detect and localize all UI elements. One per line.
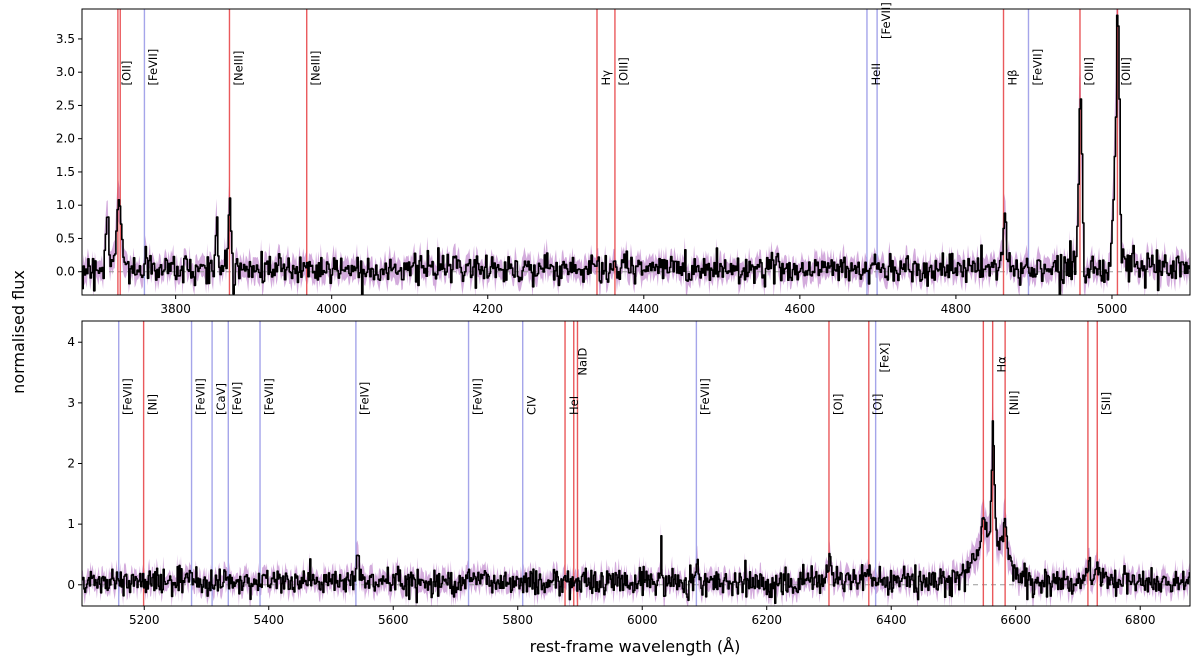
x-tick-label: 4000 xyxy=(316,302,347,316)
spectrum-line xyxy=(82,14,1190,295)
y-tick-label: 0.0 xyxy=(56,265,75,279)
line-label: Hα xyxy=(994,356,1008,373)
y-tick-label: 1.0 xyxy=(56,198,75,212)
line-label: [OIII] xyxy=(1082,57,1096,85)
x-tick-label: 5000 xyxy=(1097,302,1128,316)
x-tick-label: 4600 xyxy=(785,302,816,316)
line-label: [SII] xyxy=(1099,392,1113,415)
y-tick-label: 1 xyxy=(67,517,75,531)
y-tick-label: 3.0 xyxy=(56,65,75,79)
y-tick-label: 2.0 xyxy=(56,132,75,146)
line-label: [FeX] xyxy=(877,343,891,373)
line-label: [FeVII] xyxy=(262,378,276,415)
y-tick-label: 0 xyxy=(67,578,75,592)
line-label: [FeIV] xyxy=(358,382,372,415)
plot-area xyxy=(82,321,1190,606)
line-label: [NII] xyxy=(1007,391,1021,415)
line-label: [FeVII] xyxy=(879,2,893,39)
x-tick-label: 4200 xyxy=(472,302,503,316)
y-tick-label: 1.5 xyxy=(56,165,75,179)
line-label: [NeIII] xyxy=(309,51,323,86)
x-tick-label: 6400 xyxy=(876,613,907,627)
spectrum-line xyxy=(82,420,1190,604)
line-label: [CaV] xyxy=(214,383,228,415)
line-label: [FeVII] xyxy=(193,378,207,415)
line-label: HeI xyxy=(567,396,581,415)
y-tick-label: 4 xyxy=(67,335,75,349)
x-tick-label: 3800 xyxy=(160,302,191,316)
x-tick-label: 5800 xyxy=(502,613,533,627)
panel-2: [FeVII] [NI] [FeVII] [CaV] [FeVI] [FeVII] [FeI… xyxy=(67,320,1191,627)
line-label: [FeVII] xyxy=(1030,49,1044,86)
y-tick-label: 0.5 xyxy=(56,231,75,245)
x-axis-label: rest-frame wavelength (Å) xyxy=(530,637,741,656)
line-label: [FeVI] xyxy=(230,382,244,415)
x-tick-label: 6200 xyxy=(751,613,782,627)
line-label: [OIII] xyxy=(617,57,631,85)
x-tick-label: 5400 xyxy=(253,613,284,627)
x-tick-label: 5600 xyxy=(378,613,409,627)
line-label: NaID xyxy=(576,348,590,376)
line-label: [NeIII] xyxy=(231,51,245,86)
y-tick-label: 2.5 xyxy=(56,98,75,112)
line-label: [FeVII] xyxy=(698,378,712,415)
line-label: Hγ xyxy=(599,70,613,86)
line-label: [FeVII] xyxy=(146,49,160,86)
line-label: [OI] xyxy=(831,394,845,415)
y-axis-label: normalised flux xyxy=(9,270,28,394)
x-tick-label: 6000 xyxy=(627,613,658,627)
x-tick-label: 5200 xyxy=(129,613,160,627)
y-tick-label: 2 xyxy=(67,457,75,471)
line-label: [FeVII] xyxy=(470,378,484,415)
axes-frame xyxy=(81,8,1191,296)
line-label: [OIII] xyxy=(1119,57,1133,85)
x-tick-label: 4400 xyxy=(629,302,660,316)
uncertainty-band xyxy=(82,9,1190,295)
x-tick-label: 4800 xyxy=(941,302,972,316)
line-label: [FeVII] xyxy=(121,378,135,415)
line-label: CIV xyxy=(525,396,539,415)
y-tick-label: 3.5 xyxy=(56,32,75,46)
x-tick-label: 6600 xyxy=(1000,613,1031,627)
line-label: [OII] xyxy=(120,61,134,86)
y-tick-label: 3 xyxy=(67,396,75,410)
line-label: HeII xyxy=(869,63,883,86)
line-label: Hβ xyxy=(1005,69,1019,85)
line-label: [OI] xyxy=(871,394,885,415)
plot-area xyxy=(82,9,1190,295)
x-tick-label: 6800 xyxy=(1125,613,1156,627)
panel-1: [OII] [FeVII] [NeIII] [NeIII] Hγ [OIII] HeII [F… xyxy=(56,2,1191,316)
line-label: [NI] xyxy=(145,394,159,415)
